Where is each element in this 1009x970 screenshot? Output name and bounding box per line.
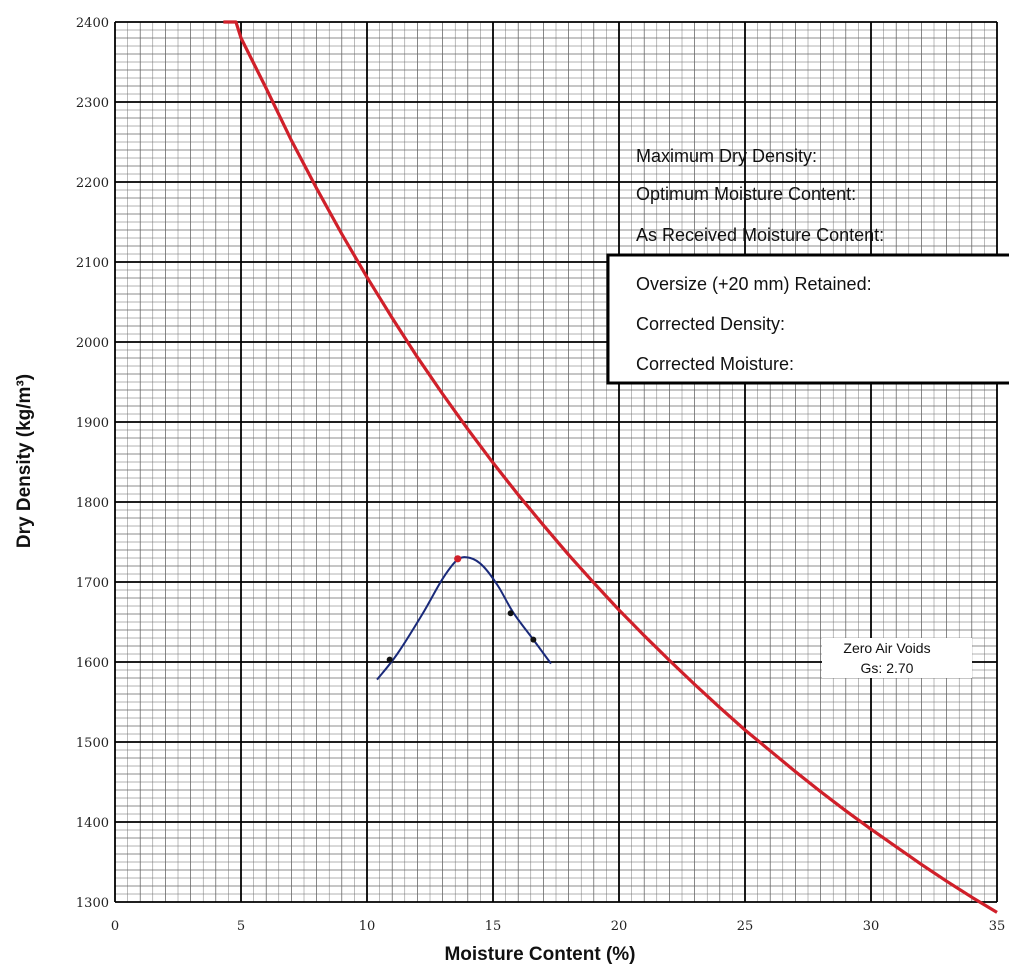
- zero-air-voids-label: Zero Air Voids: [843, 640, 930, 656]
- y-tick-labels: 1300 1400 1500 1600 1700 1800 1900 2000 2100 2200…: [76, 16, 109, 911]
- y-tick-label: 2300: [76, 96, 109, 111]
- x-tick-label: 25: [737, 919, 754, 934]
- x-tick-label: 20: [611, 919, 628, 934]
- y-tick-label: 2200: [76, 176, 109, 191]
- y-tick-label: 2400: [76, 16, 109, 31]
- max-dry-density-point: [454, 555, 462, 563]
- x-tick-labels: 0 5 10 15 20 25 30 35: [111, 919, 1005, 934]
- x-tick-label: 10: [359, 919, 376, 934]
- optimum-moisture-label: Optimum Moisture Content:: [636, 184, 856, 204]
- gs-label: Gs: 2.70: [861, 660, 914, 676]
- max-dry-density-label: Maximum Dry Density:: [636, 146, 817, 166]
- info-panel: Maximum Dry Density: Optimum Moisture Co…: [606, 146, 1009, 385]
- test-point: [530, 636, 537, 643]
- info-panel-box: [606, 253, 1009, 385]
- zero-air-voids-line: [223, 20, 998, 914]
- y-tick-label: 1700: [76, 576, 109, 591]
- x-tick-label: 0: [111, 919, 119, 934]
- test-point: [386, 656, 393, 663]
- x-tick-label: 35: [989, 919, 1006, 934]
- corrected-moisture-label: Corrected Moisture:: [636, 354, 794, 374]
- corrected-density-label: Corrected Density:: [636, 314, 785, 334]
- y-tick-label: 1400: [76, 816, 109, 831]
- as-received-moisture-label: As Received Moisture Content:: [636, 225, 884, 245]
- y-tick-label: 2000: [76, 336, 109, 351]
- y-tick-label: 1300: [76, 896, 109, 911]
- minor-grid: [114, 21, 998, 903]
- x-axis-title: Moisture Content (%): [444, 944, 635, 965]
- series-layer: [223, 20, 998, 914]
- y-tick-label: 1800: [76, 496, 109, 511]
- x-tick-label: 15: [485, 919, 502, 934]
- zero-air-voids-annotation: Zero Air Voids Gs: 2.70: [822, 638, 972, 678]
- y-tick-label: 1500: [76, 736, 109, 751]
- y-tick-label: 1600: [76, 656, 109, 671]
- y-tick-label: 2100: [76, 256, 109, 271]
- oversize-label: Oversize (+20 mm) Retained:: [636, 274, 872, 294]
- x-tick-label: 5: [237, 919, 245, 934]
- y-tick-label: 1900: [76, 416, 109, 431]
- y-axis-title: Dry Density (kg/m³): [14, 374, 35, 548]
- x-tick-label: 30: [863, 919, 880, 934]
- compaction-curve: [376, 556, 552, 681]
- test-point: [507, 610, 514, 617]
